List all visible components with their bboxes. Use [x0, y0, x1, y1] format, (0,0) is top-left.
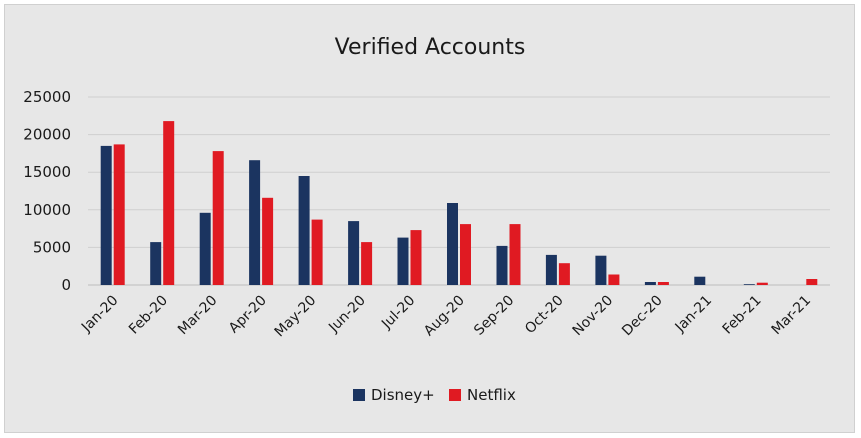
bar-disney-dec-20 — [644, 282, 656, 285]
bar-netflix-sep-20 — [509, 224, 521, 285]
x-tick-label: Apr-20 — [226, 293, 270, 337]
bar-disney-aug-20 — [447, 203, 458, 285]
x-tick-label: Oct-20 — [522, 293, 567, 338]
chart-frame — [4, 4, 855, 433]
y-tick-label: 5000 — [33, 238, 71, 256]
bar-netflix-jun-20 — [361, 242, 373, 285]
bar-disney-jun-20 — [348, 221, 360, 285]
bar-disney-feb-21 — [743, 284, 755, 285]
bar-netflix-jan-20 — [113, 144, 125, 285]
x-tick-label: Dec-20 — [619, 293, 666, 340]
x-tick-label: Jan-21 — [672, 293, 715, 336]
legend-label-netflix: Netflix — [467, 386, 516, 404]
bar-disney-feb-20 — [150, 242, 162, 285]
bar-netflix-feb-21 — [756, 282, 768, 285]
y-tick-label: 20000 — [23, 126, 71, 144]
x-tick-label: Jun-20 — [325, 293, 369, 337]
x-tick-label: Jul-20 — [378, 293, 418, 333]
bar-netflix-mar-20 — [212, 151, 224, 285]
x-tick-label: Mar-21 — [769, 293, 815, 339]
x-tick-label: Jan-20 — [78, 293, 121, 336]
bar-netflix-oct-20 — [558, 263, 570, 285]
bar-disney-mar-20 — [199, 212, 211, 285]
bar-netflix-apr-20 — [262, 197, 274, 285]
y-tick-label: 0 — [61, 276, 71, 294]
legend: Disney+ Netflix — [353, 386, 516, 404]
x-tick-label: Aug-20 — [421, 293, 468, 340]
legend-swatch-disney — [353, 389, 365, 401]
bar-disney-jan-20 — [100, 145, 112, 285]
bar-netflix-dec-20 — [657, 282, 669, 285]
x-axis-ticks: Jan-20 Feb-20 Mar-20 Apr-20 May-20 Jun-20 Jul-… — [78, 293, 814, 341]
bar-netflix-nov-20 — [608, 274, 620, 285]
bar-disney-jul-20 — [397, 237, 409, 285]
bar-disney-may-20 — [298, 176, 310, 285]
y-tick-label: 25000 — [23, 88, 71, 106]
bar-netflix-may-20 — [311, 219, 323, 285]
bar-disney-jan-21 — [694, 276, 706, 285]
bar-disney-oct-20 — [545, 254, 557, 285]
y-tick-label: 10000 — [23, 201, 71, 219]
bar-disney-sep-20 — [496, 245, 508, 285]
y-axis-ticks: 0 5000 10000 15000 20000 25000 — [23, 88, 71, 294]
legend-swatch-netflix — [449, 389, 461, 401]
gridlines — [88, 96, 830, 286]
bar-disney-apr-20 — [249, 160, 261, 285]
bar-disney-nov-20 — [595, 255, 607, 285]
bar-netflix-jul-20 — [410, 230, 422, 285]
bars — [100, 121, 818, 285]
legend-label-disney: Disney+ — [371, 386, 435, 404]
bar-netflix-aug-20 — [460, 224, 471, 285]
x-tick-label: Feb-21 — [720, 293, 765, 338]
x-tick-label: Nov-20 — [570, 293, 617, 340]
bar-netflix-mar-21 — [806, 279, 818, 285]
bar-netflix-feb-20 — [163, 121, 175, 285]
x-tick-label: May-20 — [272, 293, 320, 341]
y-tick-label: 15000 — [23, 163, 71, 181]
x-tick-label: Mar-20 — [175, 293, 221, 339]
chart-title: Verified Accounts — [335, 35, 526, 60]
x-tick-label: Sep-20 — [471, 293, 517, 339]
x-tick-label: Feb-20 — [126, 293, 171, 338]
